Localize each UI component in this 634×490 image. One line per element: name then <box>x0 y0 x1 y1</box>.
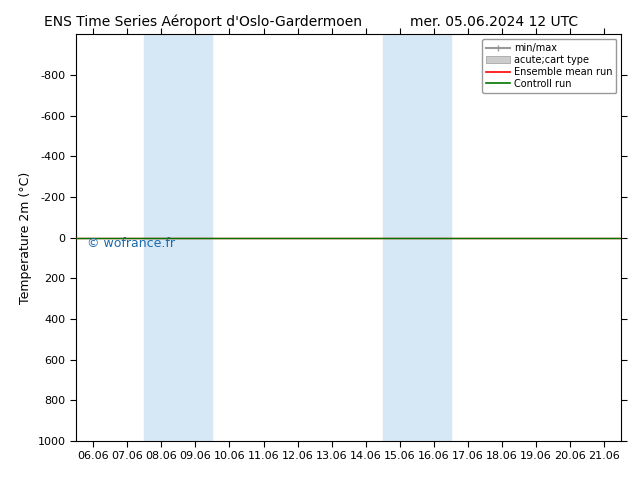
Text: © wofrance.fr: © wofrance.fr <box>87 237 175 250</box>
Text: mer. 05.06.2024 12 UTC: mer. 05.06.2024 12 UTC <box>410 15 579 29</box>
Bar <box>144 34 212 441</box>
Text: ENS Time Series Aéroport d'Oslo-Gardermoen: ENS Time Series Aéroport d'Oslo-Gardermo… <box>44 15 362 29</box>
Bar <box>383 34 451 441</box>
Y-axis label: Temperature 2m (°C): Temperature 2m (°C) <box>19 172 32 304</box>
Legend: min/max, acute;cart type, Ensemble mean run, Controll run: min/max, acute;cart type, Ensemble mean … <box>482 39 616 93</box>
